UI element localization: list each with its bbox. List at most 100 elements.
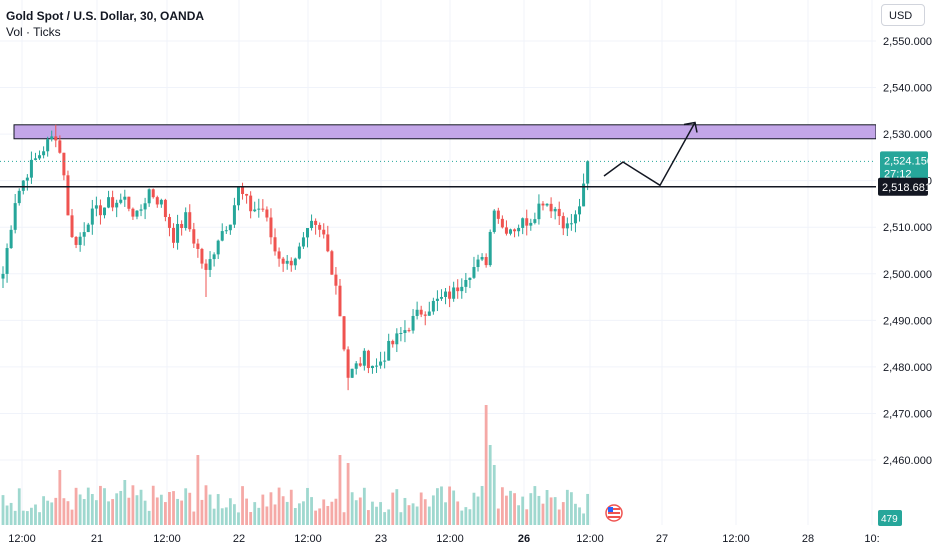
- candle-body: [456, 287, 460, 292]
- volume-bar: [476, 496, 480, 525]
- candle-body: [200, 248, 204, 264]
- volume-bar: [488, 445, 492, 525]
- candle-body: [257, 208, 261, 210]
- candle-body: [411, 315, 415, 331]
- candles: [1, 124, 590, 391]
- candle-body: [586, 161, 590, 184]
- candle-body: [62, 152, 66, 176]
- time-tick-label: 12:00: [294, 533, 322, 545]
- candle-body: [29, 159, 33, 178]
- candle-body: [172, 227, 176, 243]
- candle-body: [70, 215, 74, 237]
- time-tick-label: 12:00: [576, 533, 604, 545]
- candle-body: [525, 218, 529, 226]
- volume-bar: [285, 501, 289, 525]
- candle-body: [553, 208, 557, 212]
- volume-bar: [147, 510, 151, 525]
- volume-bar: [70, 509, 74, 525]
- volume-bar: [273, 504, 277, 525]
- candle-body: [33, 158, 37, 160]
- volume-bar: [423, 499, 427, 525]
- candle-body: [236, 187, 240, 206]
- time-tick-label: 12:00: [8, 533, 36, 545]
- candle-body: [314, 220, 318, 225]
- volume-bar: [293, 508, 297, 525]
- volume-bar: [496, 508, 500, 525]
- candle-body: [366, 350, 370, 369]
- volume-bar: [50, 502, 54, 525]
- candle-body: [549, 203, 553, 212]
- volume-bar: [505, 495, 508, 525]
- flag-stripe: [608, 512, 620, 514]
- candle-body: [249, 195, 253, 212]
- candle-body: [464, 280, 468, 287]
- projection-path-line[interactable]: [603, 122, 696, 187]
- volume-bar: [427, 506, 431, 525]
- candle-body: [103, 207, 106, 216]
- volume-bar: [17, 488, 21, 525]
- volume-bar: [500, 487, 504, 525]
- candle-body: [86, 224, 90, 233]
- candle-body: [293, 258, 297, 266]
- candle-body: [322, 229, 326, 235]
- candle-body: [196, 243, 200, 249]
- volume-bar: [383, 512, 387, 525]
- price-axis[interactable]: 2,550.0002,540.0002,530.0002,520.0002,51…: [876, 0, 932, 550]
- time-tick-label: 22: [233, 533, 245, 545]
- candle-body: [147, 189, 151, 204]
- candle-body: [504, 227, 508, 234]
- candle-body: [42, 151, 46, 156]
- candle-body: [513, 229, 517, 232]
- time-tick-label: 28: [802, 533, 814, 545]
- volume-bar: [233, 504, 236, 525]
- candle-body: [1, 273, 5, 279]
- volume-bar: [212, 508, 216, 525]
- time-tick-label: 26: [518, 533, 530, 545]
- volume-bar: [549, 497, 553, 525]
- candle-body: [50, 136, 54, 140]
- volume-bar: [261, 494, 265, 525]
- candle-body: [54, 136, 58, 141]
- volume-bar: [297, 503, 301, 525]
- candle-body: [533, 219, 537, 223]
- candle-body: [338, 285, 342, 317]
- volume-bar: [314, 510, 318, 525]
- candle-body: [9, 229, 13, 249]
- volume-bar: [533, 486, 537, 525]
- volume-bar: [306, 487, 309, 525]
- candle-body: [269, 217, 273, 238]
- candle-body: [107, 197, 111, 208]
- flag-stripe: [608, 516, 620, 518]
- volume-bar: [379, 502, 382, 525]
- candle-body: [435, 298, 439, 301]
- price-tick-label: 2,470.000: [883, 408, 932, 420]
- candle-body: [346, 349, 350, 378]
- projection-layer[interactable]: [603, 121, 698, 187]
- candle-body: [115, 202, 119, 208]
- time-axis[interactable]: 12:00 21 12:00 22 12:00 23 12:00 26 12:00 27 12:00…: [8, 533, 879, 545]
- candle-body: [224, 230, 228, 232]
- price-tick-label: 2,500.000: [883, 269, 932, 281]
- volume-bar: [334, 498, 338, 525]
- volume-bar: [391, 492, 395, 525]
- us-flag-event-icon[interactable]: [605, 504, 623, 522]
- currency-button[interactable]: USD: [881, 4, 925, 26]
- arrow-head-icon: [683, 121, 698, 133]
- price-tick-label: 2,510.000: [883, 222, 932, 234]
- resistance-zone-rect[interactable]: [13, 124, 877, 140]
- volume-bar: [253, 502, 257, 525]
- candle-body: [399, 332, 403, 334]
- horizontal-line-layer[interactable]: [0, 160, 876, 188]
- volume-bar: [249, 512, 253, 525]
- candle-body: [496, 210, 500, 219]
- volume-bar: [557, 509, 561, 525]
- resistance-zone-layer[interactable]: [13, 124, 877, 140]
- candle-body: [188, 212, 192, 230]
- volume-bar: [350, 492, 354, 525]
- volume-indicator-label[interactable]: Vol · Ticks: [6, 25, 61, 39]
- volume-value-badge: [878, 510, 902, 526]
- volume-bar: [241, 486, 244, 525]
- symbol-title[interactable]: Gold Spot / U.S. Dollar, 30, OANDA: [6, 9, 205, 23]
- candle-body: [573, 214, 577, 224]
